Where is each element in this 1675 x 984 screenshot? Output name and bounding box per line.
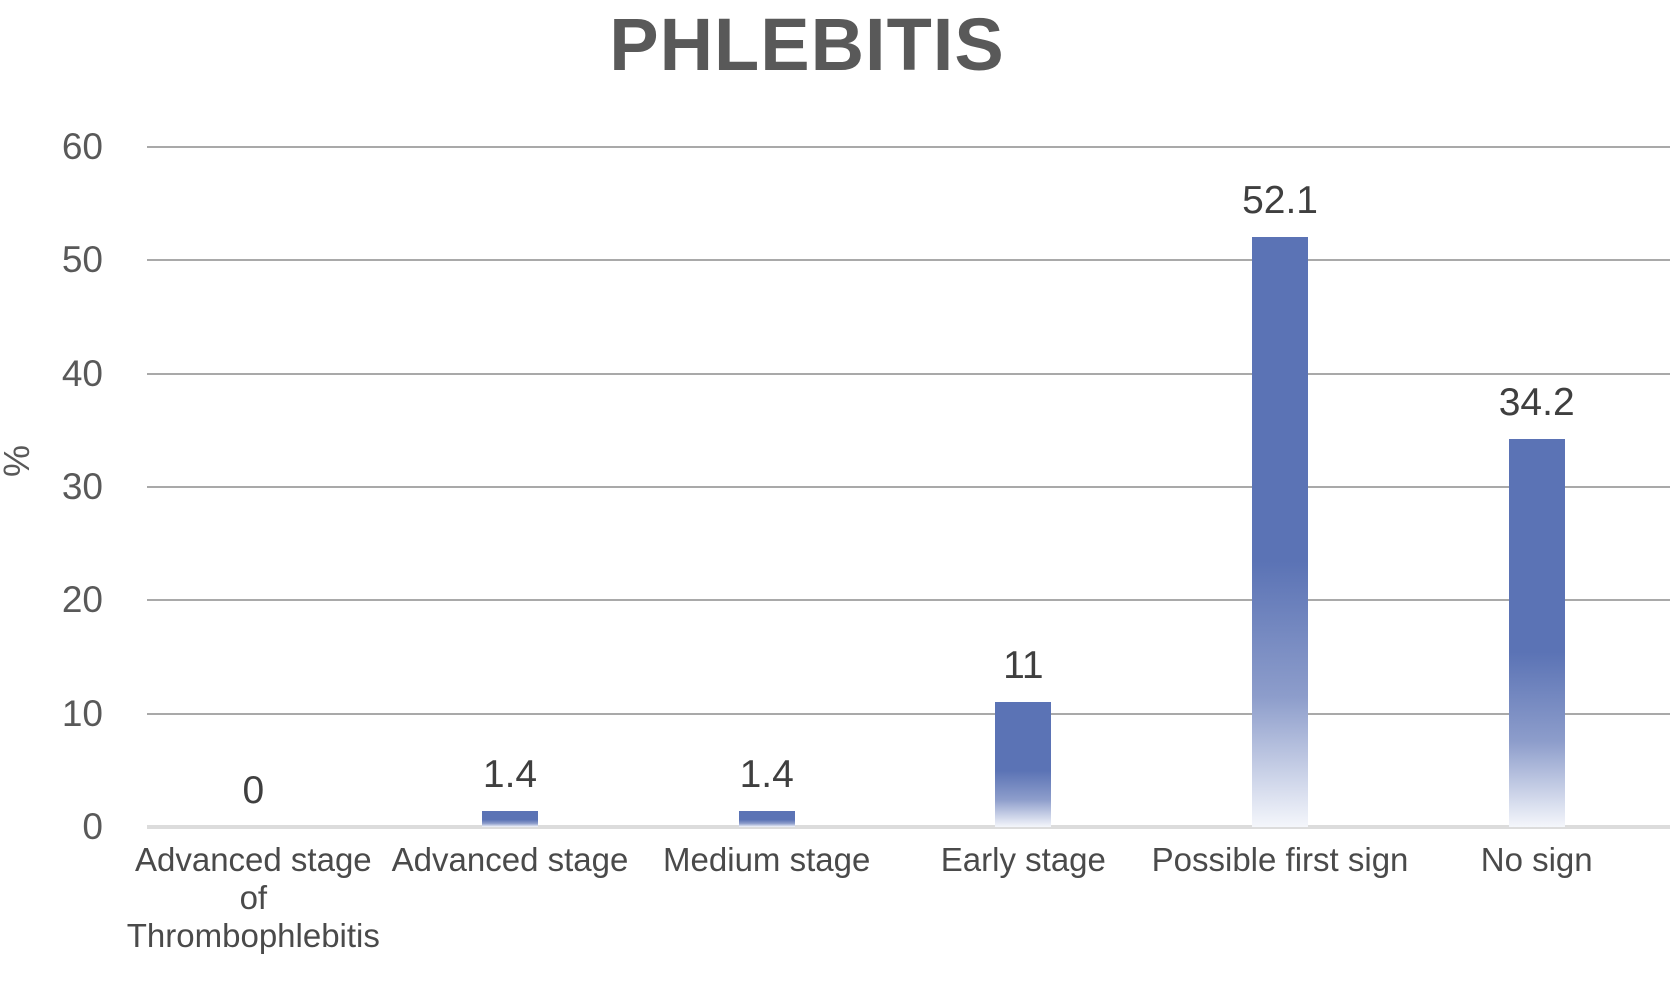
- y-tick-label-40: 40: [61, 352, 103, 394]
- gridline-40: [147, 372, 1670, 375]
- gridline-0: [147, 825, 1670, 829]
- bar-column: 1.4 Advanced stage: [382, 147, 639, 878]
- bar-possible-first-sign: [1252, 236, 1309, 827]
- gridline-50: [147, 259, 1670, 262]
- category-label: Medium stage: [663, 841, 870, 879]
- value-label: 52.1: [1242, 178, 1318, 222]
- bar-no-sign: [1508, 439, 1565, 827]
- category-label-line: Advanced stage: [134, 841, 372, 878]
- plot-area: [147, 146, 1670, 829]
- category-label-line: Early stage: [940, 841, 1106, 878]
- category-label-line: Thrombophlebitis: [126, 917, 380, 954]
- gridline-10: [147, 712, 1670, 715]
- category-label: No sign: [1481, 841, 1593, 879]
- value-label: 0: [242, 769, 265, 812]
- y-tick-label-50: 50: [61, 239, 103, 281]
- category-label: Possible first sign: [1152, 841, 1409, 879]
- bar-advanced-stage: [482, 811, 538, 827]
- y-tick-label-20: 20: [61, 579, 103, 621]
- bar-column: 34.2 No sign: [1408, 147, 1665, 878]
- y-tick-label-10: 10: [61, 692, 103, 734]
- y-tick-label-30: 30: [61, 466, 103, 507]
- bar-columns: 0 Advanced stage of Thrombophlebitis 1.4 Adva…: [125, 147, 1665, 954]
- y-tick-label-60: 60: [61, 126, 103, 167]
- category-label-line: Medium stage: [663, 841, 871, 878]
- bar-column: 11 Early stage: [895, 147, 1152, 878]
- bar-early-stage: [995, 702, 1052, 827]
- value-label: 1.4: [739, 753, 794, 797]
- category-label-line: Possible first sign: [1151, 841, 1409, 878]
- category-label: Advanced stage of Thrombophlebitis: [127, 841, 380, 955]
- category-label: Early stage: [941, 841, 1106, 879]
- category-label-line: of: [239, 879, 268, 916]
- bar-medium-stage: [738, 811, 795, 827]
- bar-column: 0 Advanced stage of Thrombophlebitis: [125, 147, 382, 954]
- y-tick-label-0: 0: [82, 806, 103, 847]
- category-label-line: No sign: [1480, 841, 1593, 878]
- category-label-line: Advanced stage: [391, 841, 629, 878]
- gridline-60: [147, 146, 1670, 148]
- value-label: 34.2: [1498, 381, 1575, 425]
- category-label: Advanced stage: [392, 841, 629, 879]
- bar-column: 1.4 Medium stage: [638, 147, 895, 878]
- bar-column: 52.1 Possible first sign: [1152, 147, 1409, 878]
- value-label: 1.4: [482, 753, 538, 797]
- value-label: 11: [1003, 644, 1044, 688]
- chart-title: PHLEBITIS: [609, 3, 1005, 86]
- gridline-30: [147, 486, 1670, 488]
- gridline-20: [147, 599, 1670, 602]
